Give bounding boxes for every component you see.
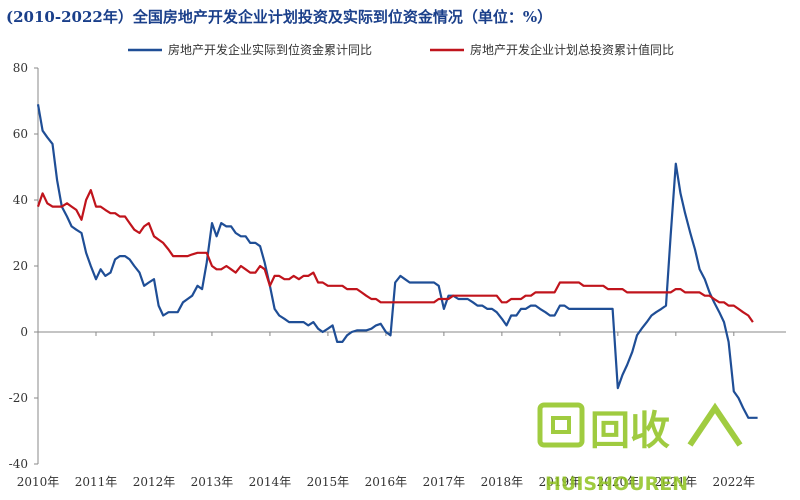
y-tick-label: 60 [13,127,28,141]
y-tick-label: -40 [9,457,28,471]
series-line-2 [36,189,754,323]
x-tick-label: 2021年 [655,475,698,489]
axes: -40 -20 0 20 40 60 80 2010年 2011年 2012年 2013年 2014年… [9,61,786,489]
y-tick-label: 0 [20,325,28,339]
x-tick-label: 2012年 [133,475,176,489]
y-tick-label: 40 [13,193,28,207]
series-lines [36,104,758,419]
y-tick-label: -20 [9,391,28,405]
x-tick-label: 2017年 [423,475,466,489]
watermark-box-inner-icon [551,416,571,434]
legend-label-1: 房地产开发企业实际到位资金累计同比 [168,42,372,57]
x-tick-label: 2018年 [481,475,524,489]
legend: 房地产开发企业实际到位资金累计同比 房地产开发企业计划总投资累计值同比 [128,42,674,57]
x-tick-label: 2019年 [539,475,582,489]
legend-label-2: 房地产开发企业计划总投资累计值同比 [470,42,674,57]
watermark-box-icon [537,402,585,448]
x-tick-label: 2013年 [191,475,234,489]
watermark-logo-text: 回收 [590,408,670,454]
x-tick-label: 2010年 [17,475,60,489]
x-tick-label: 2022年 [713,475,756,489]
x-tick-label: 2011年 [75,475,118,489]
chart-title: (2010-2022年）全国房地产开发企业计划投资及实际到位资金情况（单位：%） [6,8,553,26]
y-tick-label: 20 [13,259,28,273]
x-tick-label: 2014年 [249,475,292,489]
x-tick-label: 2016年 [365,475,408,489]
x-tick-label: 2015年 [307,475,350,489]
watermark-logo: 回收 HUISHOUREN [537,402,743,495]
x-tick-label: 2020年 [597,475,640,489]
watermark-triangle-icon [687,402,743,447]
series-line-1 [36,104,758,419]
y-tick-label: 80 [13,61,28,75]
watermark-subtext: HUISHOUREN [545,473,688,495]
